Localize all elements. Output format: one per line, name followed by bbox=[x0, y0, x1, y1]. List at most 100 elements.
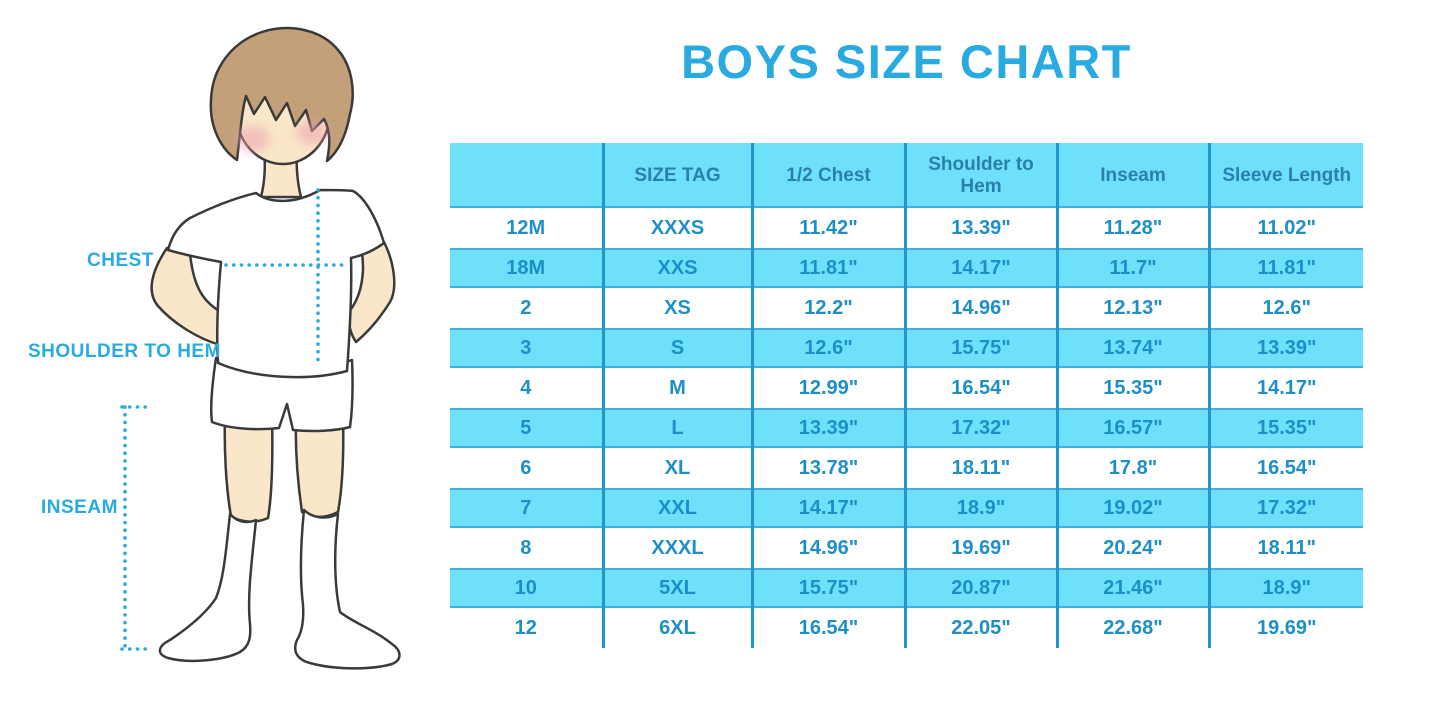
measurement-cell: 14.96" bbox=[905, 288, 1059, 328]
sock-right bbox=[293, 508, 401, 670]
measurement-cell: 16.54" bbox=[905, 368, 1059, 408]
measurement-cell: S bbox=[603, 328, 754, 368]
measurement-cell: 15.35" bbox=[1057, 368, 1211, 408]
size-cell: 18M bbox=[450, 248, 605, 288]
sock-left bbox=[158, 512, 258, 663]
measurement-cell: 13.39" bbox=[905, 208, 1059, 248]
measurement-cell: 17.32" bbox=[1209, 488, 1363, 528]
measurement-cell: 5XL bbox=[603, 568, 754, 608]
measurement-cell: 14.17" bbox=[1209, 368, 1363, 408]
table-header-row: SIZE TAG 1/2 Chest Shoulder to Hem Inseam Sl… bbox=[450, 143, 1363, 208]
inseam-label: INSEAM bbox=[41, 497, 118, 518]
table-row: 5 L 13.39" 17.32" 16.57" 15.35" bbox=[450, 408, 1363, 448]
measurement-cell: 11.42" bbox=[752, 208, 907, 248]
measurement-cell: 13.39" bbox=[752, 408, 907, 448]
measurement-cell: 17.32" bbox=[905, 408, 1059, 448]
measurement-cell: 14.17" bbox=[905, 248, 1059, 288]
measurement-cell: 14.17" bbox=[752, 488, 907, 528]
table-row: 10 5XL 15.75" 20.87" 21.46" 18.9" bbox=[450, 568, 1363, 608]
measurement-cell: 12.6" bbox=[752, 328, 907, 368]
size-cell: 6 bbox=[450, 448, 605, 488]
column-header: SIZE TAG bbox=[603, 143, 754, 208]
thigh-left bbox=[223, 413, 274, 523]
measurement-cell: 16.57" bbox=[1057, 408, 1211, 448]
measurement-cell: 12.99" bbox=[752, 368, 907, 408]
measurement-cell: 22.68" bbox=[1057, 608, 1211, 648]
measurement-cell: XXS bbox=[603, 248, 754, 288]
size-cell: 3 bbox=[450, 328, 605, 368]
measurement-cell: 11.81" bbox=[1209, 248, 1363, 288]
table-row: 2 XS 12.2" 14.96" 12.13" 12.6" bbox=[450, 288, 1363, 328]
shoulder-to-hem-label: SHOULDER TO HEM bbox=[28, 341, 221, 362]
measurement-cell: 12.13" bbox=[1057, 288, 1211, 328]
measurement-cell: 12.6" bbox=[1209, 288, 1363, 328]
measurement-cell: 18.9" bbox=[905, 488, 1059, 528]
cheek-left bbox=[236, 126, 270, 152]
measurement-cell: 13.74" bbox=[1057, 328, 1211, 368]
measurement-cell: 16.54" bbox=[752, 608, 907, 648]
measurement-cell: 19.02" bbox=[1057, 488, 1211, 528]
measurement-cell: 21.46" bbox=[1057, 568, 1211, 608]
column-header: Shoulder to Hem bbox=[905, 143, 1059, 208]
measurement-cell: 13.39" bbox=[1209, 328, 1363, 368]
column-header: Inseam bbox=[1057, 143, 1211, 208]
size-cell: 12 bbox=[450, 608, 605, 648]
size-cell: 7 bbox=[450, 488, 605, 528]
table-row: 3 S 12.6" 15.75" 13.74" 13.39" bbox=[450, 328, 1363, 368]
measurement-cell: 17.8" bbox=[1057, 448, 1211, 488]
measurement-cell: M bbox=[603, 368, 754, 408]
measurement-cell: 11.02" bbox=[1209, 208, 1363, 248]
table-row: 7 XXL 14.17" 18.9" 19.02" 17.32" bbox=[450, 488, 1363, 528]
measurement-cell: 22.05" bbox=[905, 608, 1059, 648]
column-header: Sleeve Length bbox=[1209, 143, 1363, 208]
measurement-cell: 15.75" bbox=[752, 568, 907, 608]
measurement-cell: 11.28" bbox=[1057, 208, 1211, 248]
size-chart-table: SIZE TAG 1/2 Chest Shoulder to Hem Inseam Sl… bbox=[450, 143, 1363, 648]
arm-left bbox=[150, 246, 225, 347]
t-shirt bbox=[166, 188, 386, 379]
table-row: 18M XXS 11.81" 14.17" 11.7" 11.81" bbox=[450, 248, 1363, 288]
table-row: 12M XXXS 11.42" 13.39" 11.28" 11.02" bbox=[450, 208, 1363, 248]
cheek-right bbox=[296, 121, 328, 145]
measurement-cell: 6XL bbox=[603, 608, 754, 648]
measurement-cell: 15.35" bbox=[1209, 408, 1363, 448]
measurement-cell: 19.69" bbox=[1209, 608, 1363, 648]
measurement-cell: L bbox=[603, 408, 754, 448]
chest-label: CHEST bbox=[87, 250, 154, 271]
table-row: 8 XXXL 14.96" 19.69" 20.24" 18.11" bbox=[450, 528, 1363, 568]
hair bbox=[209, 26, 354, 163]
measurement-cell: 12.2" bbox=[752, 288, 907, 328]
measurement-cell: XL bbox=[603, 448, 754, 488]
table-header: SIZE TAG 1/2 Chest Shoulder to Hem Inseam Sl… bbox=[450, 143, 1363, 208]
measurement-cell: XXXS bbox=[603, 208, 754, 248]
measurement-cell: XXL bbox=[603, 488, 754, 528]
page-title: BOYS SIZE CHART bbox=[681, 35, 1132, 88]
measurement-cell: 13.78" bbox=[752, 448, 907, 488]
boy-measurement-figure: CHEST SHOULDER TO HEM INSEAM bbox=[0, 0, 450, 723]
measurement-cell: 18.11" bbox=[905, 448, 1059, 488]
measurement-cell: 18.11" bbox=[1209, 528, 1363, 568]
table-row: 6 XL 13.78" 18.11" 17.8" 16.54" bbox=[450, 448, 1363, 488]
measurement-cell: 15.75" bbox=[905, 328, 1059, 368]
measurement-cell: XXXL bbox=[603, 528, 754, 568]
measurement-cell: 14.96" bbox=[752, 528, 907, 568]
size-cell: 5 bbox=[450, 408, 605, 448]
table-row: 4 M 12.99" 16.54" 15.35" 14.17" bbox=[450, 368, 1363, 408]
column-header: 1/2 Chest bbox=[752, 143, 907, 208]
size-cell: 2 bbox=[450, 288, 605, 328]
measurement-cell: 20.87" bbox=[905, 568, 1059, 608]
measurement-cell: 19.69" bbox=[905, 528, 1059, 568]
size-cell: 12M bbox=[450, 208, 605, 248]
column-header bbox=[450, 143, 605, 208]
measurement-cell: 20.24" bbox=[1057, 528, 1211, 568]
measurement-cell: 16.54" bbox=[1209, 448, 1363, 488]
size-cell: 10 bbox=[450, 568, 605, 608]
measurement-cell: 11.7" bbox=[1057, 248, 1211, 288]
table-row: 12 6XL 16.54" 22.05" 22.68" 19.69" bbox=[450, 608, 1363, 648]
size-cell: 4 bbox=[450, 368, 605, 408]
measurement-cell: 11.81" bbox=[752, 248, 907, 288]
measurement-cell: 18.9" bbox=[1209, 568, 1363, 608]
boy-illustration bbox=[120, 26, 401, 670]
measurement-cell: XS bbox=[603, 288, 754, 328]
